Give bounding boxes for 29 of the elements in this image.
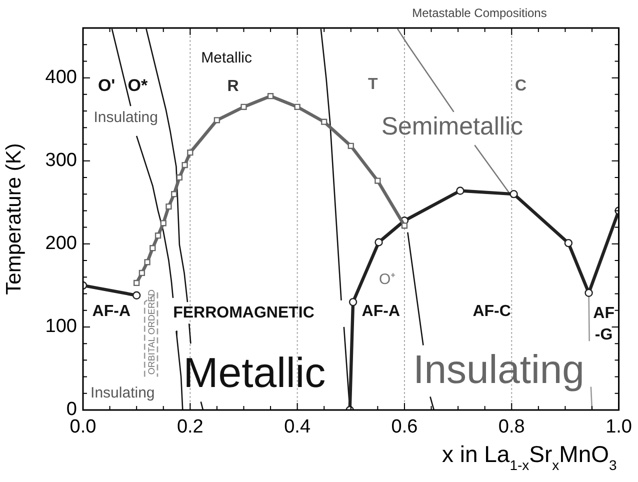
x-tick-label: 1.0: [606, 416, 632, 438]
x-tick-label: 0.2: [176, 416, 204, 438]
annotation: O': [98, 76, 116, 95]
annotation: FERROMAGNETIC: [173, 304, 315, 322]
annotation: Semimetallic: [381, 112, 524, 141]
annotation: AF -G: [593, 305, 615, 344]
y-tick-label: 200: [45, 233, 77, 254]
annotation: T: [368, 76, 378, 93]
annotation: O*: [128, 76, 148, 95]
annotation: C: [514, 77, 527, 94]
x-tick-label: 0.4: [284, 416, 311, 438]
y-axis-title: Temperature (K): [2, 143, 26, 295]
x-tick-label: 0.6: [391, 416, 418, 438]
annotation: ORBITAL ORDERED: [146, 289, 157, 375]
y-tick-label: 300: [45, 150, 77, 172]
y-tick-label: 400: [45, 67, 77, 88]
annotation: Insulating: [94, 108, 158, 126]
annotation: Insulating: [413, 348, 584, 392]
annotation: AF-C: [472, 303, 512, 320]
annotation: Metallic: [201, 50, 253, 67]
annotation: Metallic: [183, 348, 326, 396]
annotation: O⁺: [378, 270, 396, 288]
annotation: AF-A: [362, 303, 400, 320]
annotation: Insulating: [90, 384, 155, 402]
annotation: R: [227, 78, 240, 96]
x-tick-label: 0.8: [498, 416, 525, 438]
annotation: AF-A: [92, 303, 131, 320]
text: Metastable Compositions: [412, 6, 547, 20]
y-tick-label: 100: [45, 316, 77, 338]
